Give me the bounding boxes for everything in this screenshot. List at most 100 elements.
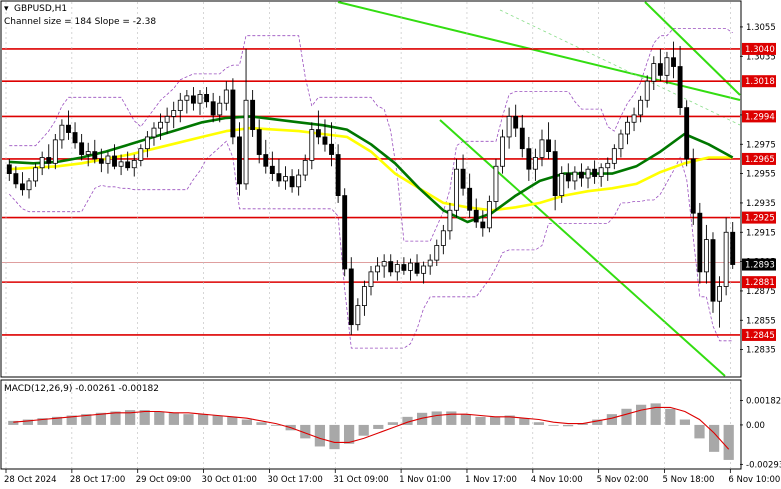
time-tick-label: 28 Oct 17:00 <box>70 475 125 485</box>
candle-bull <box>283 176 288 182</box>
time-tick-label: 31 Oct 09:00 <box>333 475 388 485</box>
chart-menu-icon[interactable]: ▾ <box>4 4 9 14</box>
macd-histogram-bar <box>460 414 472 425</box>
candle-bear <box>401 264 407 271</box>
candle-bear <box>565 173 571 182</box>
candle-bear <box>46 157 52 164</box>
candle-bull <box>703 239 709 273</box>
time-tick-label: 30 Oct 01:00 <box>202 475 257 485</box>
candle-bull <box>171 110 177 117</box>
candle-bear <box>322 136 328 145</box>
channel-lower-line <box>439 119 726 377</box>
channel-mid-line <box>499 9 741 126</box>
macd-histogram-bar <box>548 424 559 426</box>
macd-histogram-bar <box>300 424 311 439</box>
candle-bear <box>335 154 341 197</box>
candle-bull <box>664 57 670 76</box>
macd-histogram-bar <box>314 424 326 447</box>
candle-bear <box>342 195 348 270</box>
candle-bull <box>26 180 32 191</box>
candle-bear <box>276 173 282 182</box>
price-tick-label: 1.2835 <box>746 346 776 356</box>
level-label-box <box>742 42 776 55</box>
time-tick-label: 1 Nov 01:00 <box>399 475 451 485</box>
level-label: 1.2925 <box>745 214 775 224</box>
macd-histogram-bar <box>621 408 632 425</box>
candle-bear <box>697 212 703 273</box>
candle-bear <box>237 136 242 185</box>
macd-histogram-bar <box>592 419 603 425</box>
macd-histogram-bar <box>665 408 676 425</box>
candle-bull <box>625 121 630 135</box>
macd-histogram-bar <box>446 411 457 425</box>
candle-bear <box>473 209 479 223</box>
candle-bull <box>532 157 538 170</box>
candle-bull <box>605 162 611 169</box>
candle-bull <box>421 265 427 274</box>
candle-bull <box>500 136 505 167</box>
symbol-title: GBPUSD,H1 <box>14 4 67 14</box>
macd-layer: 0.00182 0.00 -0.00293 <box>8 396 781 470</box>
macd-histogram-bar <box>197 414 209 425</box>
candle-bull <box>217 102 223 116</box>
macd-histogram-bar <box>387 422 399 425</box>
level-label: 1.2965 <box>745 155 775 165</box>
macd-histogram-bar <box>358 424 369 436</box>
macd-plot-frame <box>0 379 742 470</box>
candle-bear <box>519 127 525 150</box>
candle-bull <box>723 231 729 287</box>
macd-histogram-bar <box>227 416 238 425</box>
candle-bear <box>546 139 552 153</box>
macd-histogram-bar <box>329 424 340 450</box>
candle-bear <box>460 168 466 189</box>
candle-bear <box>98 158 104 164</box>
level-label: 1.2881 <box>745 278 775 288</box>
candle-bear <box>657 63 663 76</box>
candle-bull <box>85 151 91 155</box>
candle-bear <box>263 154 269 167</box>
macd-histogram-bar <box>679 419 691 425</box>
candle-bear <box>513 116 519 129</box>
candle-bull <box>223 89 229 104</box>
level-label: 1.3018 <box>745 77 775 87</box>
candle-bull <box>651 63 657 82</box>
candle-bull <box>52 139 58 164</box>
level-label-box <box>742 110 776 123</box>
envelope-lower-band <box>9 140 733 349</box>
macd-histogram-bar <box>475 416 486 425</box>
candle-bull <box>177 99 183 111</box>
candle-bull <box>644 80 650 101</box>
candle-bear <box>230 89 236 138</box>
candle-bear <box>730 231 736 265</box>
price-tick-label: 1.2975 <box>746 140 776 150</box>
macd-histogram-bar <box>22 419 34 425</box>
candle-bull <box>296 174 302 188</box>
moving-average-layer <box>9 115 734 224</box>
time-tick-label: 5 Nov 02:00 <box>597 475 649 485</box>
candle-bull <box>486 201 492 229</box>
macd-tick-label: 0.00 <box>746 421 765 431</box>
candle-bull <box>427 259 433 267</box>
channel-info: Channel size = 184 Slope = -2.38 <box>4 17 156 27</box>
macd-histogram-bar <box>562 424 574 427</box>
time-tick-label: 29 Oct 09:00 <box>136 475 191 485</box>
macd-histogram-bar <box>533 422 545 425</box>
time-tick-label: 4 Nov 10:00 <box>531 475 583 485</box>
macd-histogram-bar <box>416 412 428 425</box>
candle-bear <box>20 183 25 191</box>
macd-histogram-bar <box>154 411 165 425</box>
macd-histogram-bar <box>139 410 150 425</box>
candle-bear <box>125 161 131 169</box>
channel-upper-line <box>337 1 741 101</box>
level-label-box <box>742 211 776 224</box>
support-resistance-layer <box>2 48 740 336</box>
candle-bear <box>480 221 486 229</box>
macd-histogram-bar <box>694 424 705 439</box>
candle-bull <box>355 305 361 326</box>
candle-bear <box>210 101 216 116</box>
candle-bull <box>361 286 367 306</box>
candle-bull <box>440 230 446 246</box>
time-tick-label: 1 Nov 17:00 <box>465 475 517 485</box>
macd-histogram-bar <box>256 422 267 425</box>
